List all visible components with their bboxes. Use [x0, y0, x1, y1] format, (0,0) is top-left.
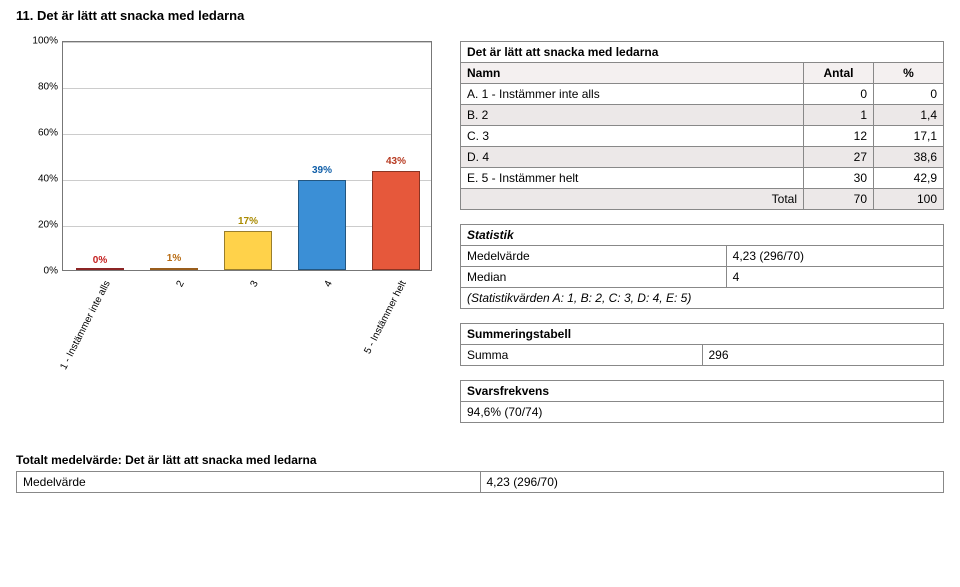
chart-bar	[298, 180, 346, 270]
table-row: B. 211,4	[461, 105, 944, 126]
chart-bar	[76, 268, 124, 270]
bar-value-label: 39%	[312, 165, 332, 176]
freq-count: 27	[804, 147, 874, 168]
freq-pct: 17,1	[874, 126, 944, 147]
totalmv-value: 4,23 (296/70)	[480, 472, 944, 493]
freq-h-name: Namn	[461, 63, 804, 84]
chart-bar	[224, 231, 272, 270]
y-tick-label: 0%	[16, 266, 58, 277]
freq-count: 1	[804, 105, 874, 126]
response-value: 94,6% (70/74)	[461, 402, 944, 423]
bar-value-label: 0%	[93, 255, 107, 266]
totalmv-table: Medelvärde 4,23 (296/70)	[16, 471, 944, 493]
freq-total-label: Total	[461, 189, 804, 210]
freq-h-pct: %	[874, 63, 944, 84]
freq-title: Det är lätt att snacka med ledarna	[461, 42, 944, 63]
y-tick-label: 40%	[16, 174, 58, 185]
chart-bar	[372, 171, 420, 270]
stats-title: Statistik	[461, 225, 944, 246]
table-row: C. 31217,1	[461, 126, 944, 147]
sum-title: Summeringstabell	[461, 324, 944, 345]
freq-pct: 1,4	[874, 105, 944, 126]
freq-name: D. 4	[461, 147, 804, 168]
freq-count: 12	[804, 126, 874, 147]
y-tick-label: 100%	[16, 36, 58, 47]
sum-label: Summa	[461, 345, 703, 366]
table-row: Medelvärde4,23 (296/70)	[461, 246, 944, 267]
x-tick-label: 4	[322, 279, 334, 289]
response-title: Svarsfrekvens	[461, 381, 944, 402]
freq-pct: 42,9	[874, 168, 944, 189]
freq-pct: 38,6	[874, 147, 944, 168]
bar-value-label: 43%	[386, 156, 406, 167]
response-table: Svarsfrekvens 94,6% (70/74)	[460, 380, 944, 423]
x-tick-label: 5 - Instämmer helt	[362, 279, 408, 356]
table-row: Median4	[461, 267, 944, 288]
stat-label: Median	[461, 267, 727, 288]
bar-value-label: 1%	[167, 253, 181, 264]
freq-name: B. 2	[461, 105, 804, 126]
y-tick-label: 20%	[16, 220, 58, 231]
bar-value-label: 17%	[238, 216, 258, 227]
freq-pct: 0	[874, 84, 944, 105]
stats-table: Statistik Medelvärde4,23 (296/70)Median4…	[460, 224, 944, 309]
y-tick-label: 60%	[16, 128, 58, 139]
totalmv-title: Totalt medelvärde: Det är lätt att snack…	[16, 453, 944, 467]
stats-footer: (Statistikvärden A: 1, B: 2, C: 3, D: 4,…	[461, 288, 944, 309]
x-tick-label: 2	[174, 279, 186, 289]
freq-name: C. 3	[461, 126, 804, 147]
freq-total-pct: 100	[874, 189, 944, 210]
freq-h-count: Antal	[804, 63, 874, 84]
y-tick-label: 80%	[16, 82, 58, 93]
table-row: D. 42738,6	[461, 147, 944, 168]
sum-table: Summeringstabell Summa 296	[460, 323, 944, 366]
x-tick-label: 1 - Instämmer inte alls	[58, 279, 112, 372]
freq-total-count: 70	[804, 189, 874, 210]
table-row: E. 5 - Instämmer helt3042,9	[461, 168, 944, 189]
stat-label: Medelvärde	[461, 246, 727, 267]
frequency-table: Det är lätt att snacka med ledarna Namn …	[460, 41, 944, 210]
freq-count: 30	[804, 168, 874, 189]
stat-value: 4,23 (296/70)	[726, 246, 943, 267]
chart-bar	[150, 268, 198, 270]
x-tick-label: 3	[248, 279, 260, 289]
freq-name: E. 5 - Instämmer helt	[461, 168, 804, 189]
page-heading: 11. Det är lätt att snacka med ledarna	[16, 8, 944, 23]
table-row: A. 1 - Instämmer inte alls00	[461, 84, 944, 105]
totalmv-label: Medelvärde	[17, 472, 481, 493]
freq-name: A. 1 - Instämmer inte alls	[461, 84, 804, 105]
freq-count: 0	[804, 84, 874, 105]
stat-value: 4	[726, 267, 943, 288]
bar-chart: 0%1%17%39%43% 0%20%40%60%80%100% 1 - Ins…	[16, 41, 436, 341]
sum-value: 296	[702, 345, 944, 366]
